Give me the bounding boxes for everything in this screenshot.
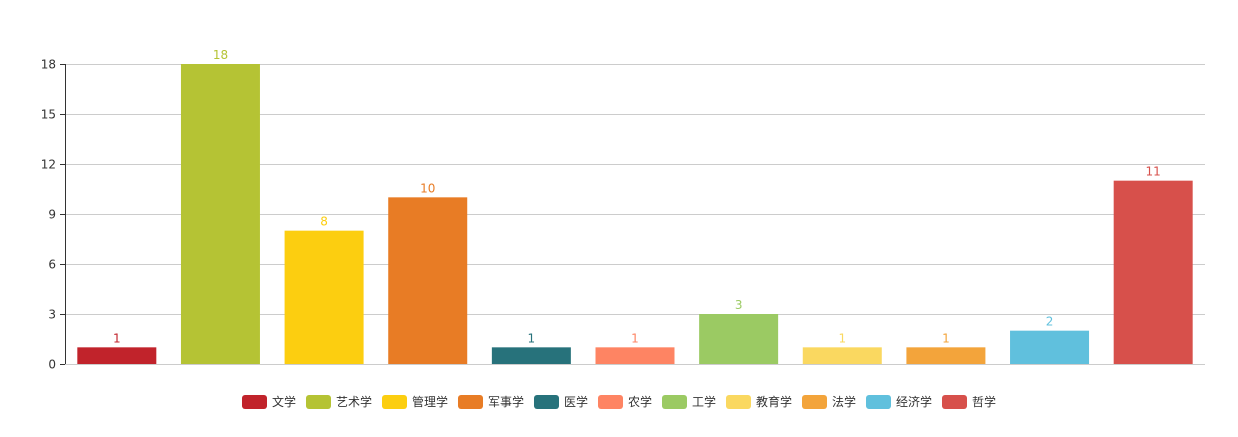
bar-4: [388, 197, 468, 364]
bar-3: [284, 230, 364, 364]
legend-label: 法学: [832, 394, 856, 409]
legend-label: 艺术学: [336, 394, 372, 409]
data-label: 8: [320, 215, 328, 229]
legend-swatch: [802, 395, 828, 409]
legend-swatch: [305, 395, 331, 409]
bar-6: [595, 347, 675, 364]
legend-label: 文学: [272, 394, 296, 409]
legend-swatch: [662, 395, 688, 409]
data-label: 1: [631, 331, 639, 345]
legend-swatch: [866, 395, 892, 409]
y-tick-label: 3: [48, 308, 56, 322]
data-label: 1: [838, 331, 846, 345]
data-label: 1: [942, 331, 950, 345]
legend-label: 农学: [628, 394, 652, 409]
bar-10: [1010, 330, 1090, 364]
y-tick-label: 6: [48, 258, 56, 272]
y-tick-label: 0: [48, 358, 56, 372]
data-label: 1: [528, 331, 536, 345]
data-label: 2: [1046, 315, 1054, 329]
legend-label: 工学: [692, 394, 716, 409]
data-label: 18: [213, 48, 228, 62]
y-tick-label: 9: [48, 208, 56, 222]
data-label: 1: [113, 331, 121, 345]
legend-label: 经济学: [896, 394, 932, 409]
bar-11: [1113, 180, 1193, 364]
bar-2: [180, 64, 260, 364]
y-tick-label: 12: [41, 158, 56, 172]
bar-8: [802, 347, 882, 364]
bar-9: [906, 347, 986, 364]
data-label: 3: [735, 298, 743, 312]
y-tick-label: 15: [41, 108, 56, 122]
data-label: 11: [1146, 165, 1161, 179]
legend-label: 哲学: [972, 394, 996, 409]
legend-swatch: [241, 395, 267, 409]
data-label: 10: [420, 181, 435, 195]
bar-5: [491, 347, 571, 364]
legend-swatch: [726, 395, 752, 409]
legend-swatch: [381, 395, 407, 409]
legend-swatch: [597, 395, 623, 409]
legend-swatch: [942, 395, 968, 409]
legend-label: 教育学: [756, 394, 792, 409]
y-tick-label: 18: [41, 58, 56, 72]
bar-1: [77, 347, 157, 364]
legend-label: 医学: [564, 394, 588, 409]
legend-swatch: [533, 395, 559, 409]
legend-swatch: [457, 395, 483, 409]
legend-label: 军事学: [488, 394, 524, 409]
bar-7: [699, 314, 779, 364]
legend-label: 管理学: [412, 394, 448, 409]
